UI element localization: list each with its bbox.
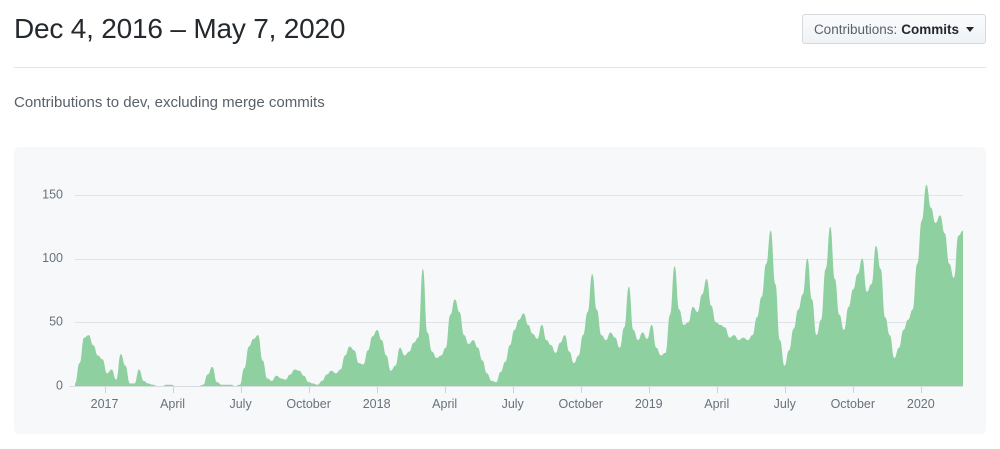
x-axis-tick-label: July <box>774 397 797 411</box>
header-divider <box>14 67 986 68</box>
y-axis-tick-label: 0 <box>56 378 63 392</box>
page-title: Dec 4, 2016 – May 7, 2020 <box>14 13 346 44</box>
chart-area-series <box>75 184 963 386</box>
contributions-type-dropdown[interactable]: Contributions: Commits <box>801 14 986 44</box>
x-axis-tick-label: 2020 <box>907 397 935 411</box>
contributions-dropdown-value: Commits <box>901 21 959 37</box>
x-axis-tick-label: April <box>704 397 729 411</box>
x-axis-tick-label: October <box>558 397 602 411</box>
y-axis-tick-label: 100 <box>42 251 63 265</box>
y-axis-tick-label: 50 <box>49 315 63 329</box>
contributions-dropdown-label: Contributions: <box>813 21 898 37</box>
x-axis-tick-label: July <box>502 397 525 411</box>
x-axis-tick-label: 2019 <box>635 397 663 411</box>
commits-area-path <box>75 184 963 386</box>
x-axis-tick-label: October <box>286 397 330 411</box>
chart-subtitle: Contributions to dev, excluding merge co… <box>14 94 325 111</box>
page-header: Dec 4, 2016 – May 7, 2020 Contributions:… <box>14 0 986 68</box>
x-axis-tick-label: 2018 <box>363 397 391 411</box>
x-axis-tick-label: July <box>229 397 252 411</box>
chart-x-tick-labels: 2017 April July October 2018 April July October… <box>91 397 935 411</box>
x-axis-tick-label: October <box>831 397 875 411</box>
x-axis-tick-label: April <box>160 397 185 411</box>
x-axis-tick-label: April <box>432 397 457 411</box>
contributions-area-chart: 0 50 100 150 2017 April July October 2018 April J… <box>42 184 963 411</box>
chevron-down-icon <box>966 26 974 32</box>
x-axis-tick-label: 2017 <box>91 397 119 411</box>
contributions-chart-panel: 0 50 100 150 2017 April July October 2018 April J… <box>14 147 986 434</box>
chart-y-tick-labels: 0 50 100 150 <box>42 187 63 392</box>
chart-x-tick-marks <box>105 387 922 393</box>
y-axis-tick-label: 150 <box>42 187 63 201</box>
